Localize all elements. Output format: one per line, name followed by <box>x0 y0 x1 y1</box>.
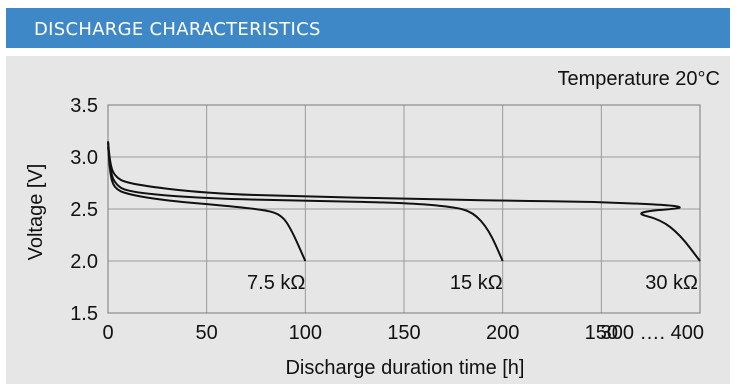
x-tick-label: 0 <box>102 322 113 344</box>
grid-lines <box>107 104 701 314</box>
series-line-2 <box>107 141 701 262</box>
chart-panel <box>6 56 730 384</box>
y-tick-labels: 1.5 2.0 2.5 3.0 3.5 <box>70 95 98 325</box>
section-title: DISCHARGE CHARACTERISTICS <box>34 19 321 40</box>
series-label: 30 kΩ <box>645 272 698 294</box>
series-line-1 <box>107 146 504 262</box>
x-tick-label: 150 <box>585 322 618 344</box>
x-tick-label: 300 …. 400 <box>601 322 704 344</box>
x-axis-title: Discharge duration time [h] <box>285 357 524 379</box>
y-tick-label: 2.5 <box>70 199 98 221</box>
plot-frame <box>107 104 701 314</box>
x-tick-label: 150 <box>387 322 420 344</box>
series-labels: 7.5 kΩ 15 kΩ 30 kΩ <box>247 272 698 294</box>
x-tick-label: 200 <box>486 322 519 344</box>
y-tick-label: 3.5 <box>70 95 98 117</box>
y-axis-title: Voltage [V] <box>25 164 47 261</box>
x-tick-label: 50 <box>196 322 218 344</box>
series-label: 15 kΩ <box>450 272 503 294</box>
y-tick-label: 3.0 <box>70 147 98 169</box>
series-lines <box>107 141 701 262</box>
temperature-annotation: Temperature 20°C <box>557 68 720 90</box>
y-tick-label: 1.5 <box>70 303 98 325</box>
section-header: DISCHARGE CHARACTERISTICS <box>6 8 730 48</box>
x-tick-label: 100 <box>289 322 322 344</box>
y-tick-label: 2.0 <box>70 251 98 273</box>
series-label: 7.5 kΩ <box>247 272 305 294</box>
